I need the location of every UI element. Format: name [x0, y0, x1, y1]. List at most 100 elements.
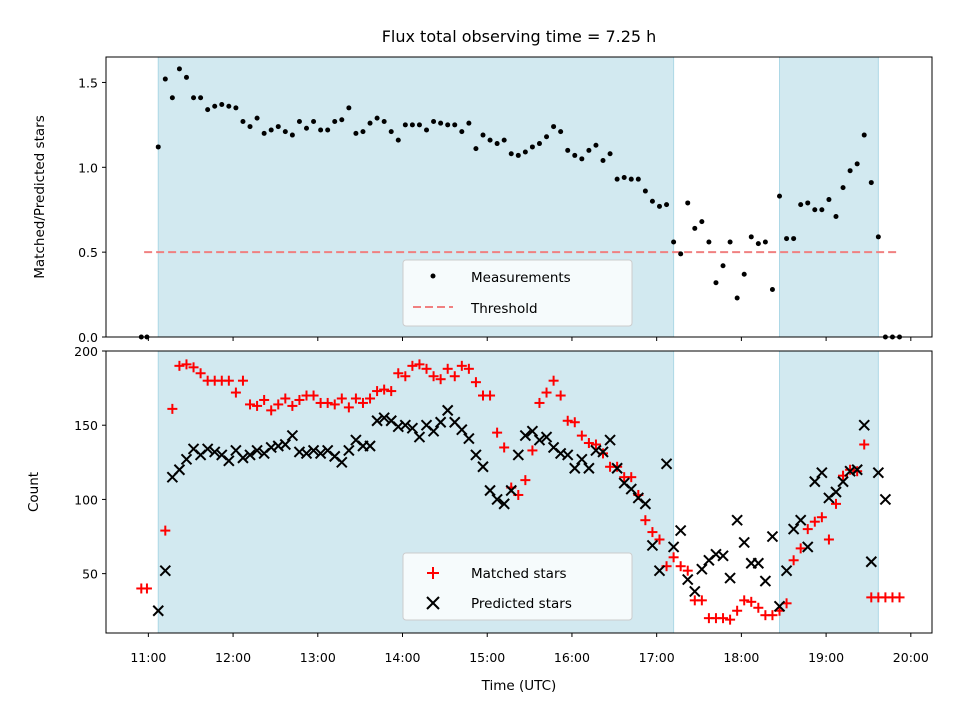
measurement-point — [741, 271, 747, 277]
measurement-point — [198, 95, 204, 101]
predicted-star-point — [837, 475, 849, 488]
measurement-point — [762, 239, 768, 245]
measurement-point — [360, 129, 366, 135]
measurement-point — [551, 124, 557, 130]
predicted-star-point — [576, 453, 588, 466]
measurement-point — [388, 129, 394, 135]
measurement-point — [325, 127, 331, 133]
measurement-point — [685, 200, 691, 206]
measurement-point — [508, 151, 514, 157]
matched-star-point — [350, 393, 361, 404]
measurement-point — [558, 129, 564, 135]
matched-star-point — [746, 596, 757, 607]
measurement-point — [699, 219, 705, 225]
measurement-point — [536, 141, 542, 147]
predicted-star-point — [752, 557, 765, 569]
predicted-star-point — [526, 425, 539, 437]
predicted-star-point — [406, 422, 419, 434]
matched-star-point — [365, 393, 376, 404]
matched-star-point — [845, 464, 856, 475]
measurement-point — [367, 120, 373, 126]
legend-measurements-marker — [430, 273, 436, 279]
top-panel: 0.0 0.5 1.0 1.5 Matched/Predicted stars Mea… — [32, 56, 933, 345]
measurement-point — [798, 202, 804, 208]
measurement-point — [607, 151, 613, 157]
predicted-star-point — [209, 446, 221, 458]
measurement-point — [466, 120, 472, 126]
matched-star-point — [809, 516, 820, 527]
predicted-star-point — [780, 564, 793, 577]
predicted-star-point — [498, 498, 510, 510]
measurement-point — [303, 125, 309, 131]
matched-star-point — [259, 394, 270, 405]
predicted-star-point — [540, 431, 553, 443]
matched-star-point — [386, 386, 397, 397]
measurement-point — [282, 129, 288, 135]
measurement-point — [431, 118, 437, 124]
measurement-point — [424, 127, 430, 133]
matched-star-point — [357, 397, 368, 408]
bottom-x-tick-label: 13:00 — [300, 650, 336, 665]
predicted-star-point — [759, 575, 772, 587]
measurement-point — [861, 132, 867, 138]
predicted-star-point — [597, 446, 609, 458]
predicted-star-point — [371, 415, 383, 427]
legend-predicted-label: Predicted stars — [471, 596, 572, 612]
measurement-point — [247, 124, 253, 130]
bottom-x-axis-label: Time (UTC) — [481, 678, 557, 694]
matched-star-point — [520, 475, 531, 486]
predicted-star-point — [879, 493, 892, 506]
predicted-star-point — [159, 564, 172, 577]
bottom-legend-box — [402, 552, 633, 621]
matched-star-point — [400, 371, 411, 382]
measurement-point — [501, 137, 507, 143]
legend-matched-marker — [427, 567, 439, 579]
matched-star-point — [675, 561, 686, 572]
matched-star-point — [576, 430, 587, 441]
predicted-star-point — [562, 449, 574, 461]
matched-star-point — [160, 525, 171, 536]
measurement-point — [374, 115, 380, 121]
measurement-point — [727, 239, 733, 245]
measurement-point — [565, 147, 571, 153]
legend-threshold-label: Threshold — [470, 301, 538, 317]
measurement-point — [854, 161, 860, 167]
matched-star-point — [718, 613, 729, 624]
measurement-point — [847, 168, 853, 174]
measurement-point — [452, 122, 458, 128]
top-y-axis-label: Matched/Predicted stars — [32, 115, 48, 278]
bottom-x-tick-label: 17:00 — [639, 650, 675, 665]
matched-star-point — [463, 363, 474, 374]
matched-star-point — [612, 461, 623, 472]
measurement-point — [593, 142, 599, 148]
measurement-point — [296, 118, 302, 124]
predicted-star-point — [441, 404, 454, 417]
measurement-point — [875, 234, 881, 240]
predicted-star-point — [223, 455, 235, 467]
predicted-star-point — [364, 440, 376, 452]
measurement-point — [621, 174, 627, 180]
legend-measurements-label: Measurements — [471, 270, 571, 286]
measurement-point — [734, 295, 740, 301]
matched-star-point — [647, 527, 658, 538]
measurement-point — [162, 76, 168, 82]
matched-star-point — [245, 399, 256, 410]
matched-star-point — [393, 368, 404, 379]
matched-star-point — [668, 552, 679, 563]
measurement-point — [353, 130, 359, 136]
matched-star-point — [696, 595, 707, 606]
matched-star-point — [407, 360, 418, 371]
bottom-y-axis-label: Count — [26, 472, 42, 512]
measurement-point — [339, 117, 345, 123]
matched-star-point — [237, 375, 248, 386]
predicted-star-point — [378, 412, 390, 424]
measurement-point — [579, 156, 585, 162]
matched-star-point — [195, 368, 206, 379]
predicted-star-point — [653, 564, 666, 577]
measurement-point — [487, 137, 493, 143]
measurement-point — [318, 127, 324, 133]
bottom-y-tick-label: 200 — [74, 344, 98, 359]
predicted-star-point — [851, 464, 863, 476]
measurement-point — [713, 280, 719, 286]
